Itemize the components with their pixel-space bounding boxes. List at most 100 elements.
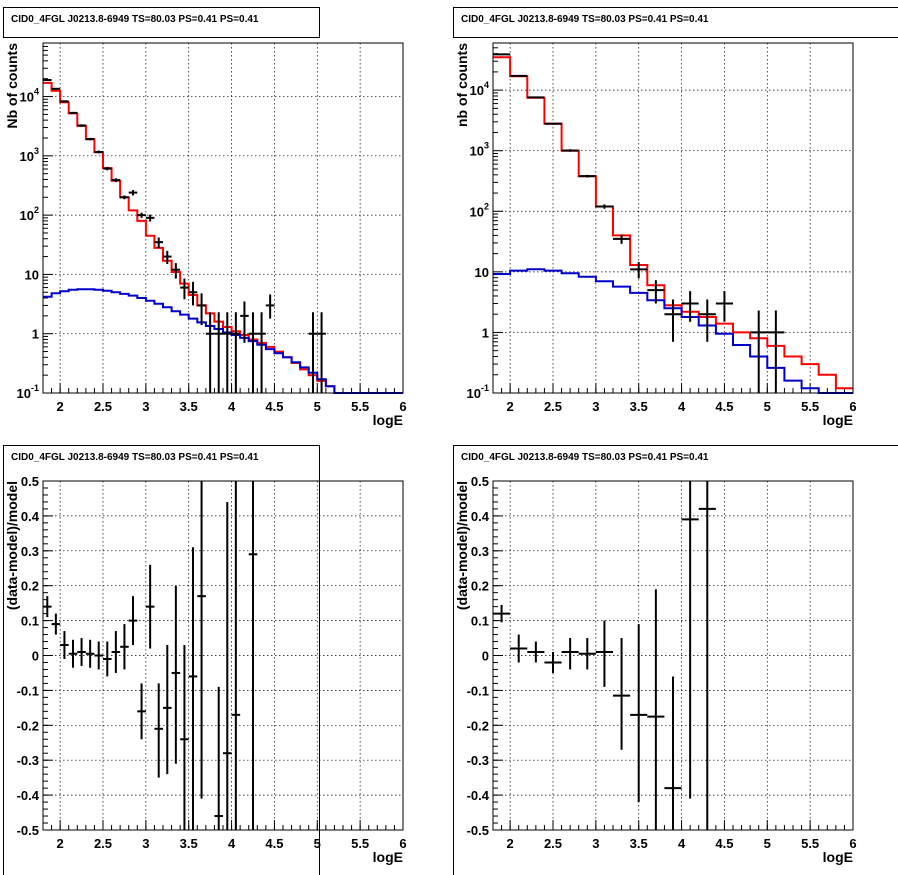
x-tick-label: 3 <box>142 836 149 851</box>
data-point <box>163 645 172 775</box>
data-point <box>43 79 52 82</box>
y-tick-exponent: 4 <box>484 80 489 90</box>
x-axis-label: logE <box>823 412 853 428</box>
title-box <box>3 7 320 38</box>
data-point <box>308 312 318 393</box>
title-box <box>453 445 898 875</box>
x-tick-label: 4.5 <box>715 399 733 414</box>
data-point <box>698 299 716 342</box>
x-tick-label: 2.5 <box>544 399 562 414</box>
x-tick-label: 6 <box>399 399 406 414</box>
data-point <box>595 620 613 687</box>
x-axis-label: logE <box>373 849 403 865</box>
data-point <box>94 641 103 670</box>
x-tick-label: 4 <box>228 836 236 851</box>
y-tick-label: 102 <box>470 201 489 219</box>
data-point <box>163 250 172 264</box>
data-point <box>128 596 138 646</box>
data-points <box>43 79 326 393</box>
data-point <box>180 645 189 830</box>
y-tick-exponent: 2 <box>484 201 489 211</box>
x-tick-label: 2 <box>57 836 64 851</box>
x-tick-label: 3.5 <box>630 836 648 851</box>
y-tick-base: 10 <box>470 144 484 159</box>
data-point <box>510 634 528 663</box>
x-tick-label: 5.5 <box>801 836 819 851</box>
y-tick-base: 10 <box>20 149 34 164</box>
data-point <box>493 53 511 56</box>
x-tick-label: 6 <box>849 399 856 414</box>
data-point <box>750 310 768 393</box>
y-axis-label: (data-model)/model <box>454 481 470 610</box>
x-tick-label: 2.5 <box>544 836 562 851</box>
x-tick-label: 2.5 <box>94 836 112 851</box>
data-point <box>223 312 232 393</box>
y-axis-label: Nb of counts <box>4 43 20 129</box>
y-tick-label: 0.3 <box>471 544 489 559</box>
y-tick-label: 1 <box>32 327 39 342</box>
data-point <box>188 281 198 306</box>
data-point <box>767 310 785 393</box>
data-point <box>60 631 69 659</box>
x-tick-label: 4.5 <box>265 399 283 414</box>
data-point <box>214 686 223 830</box>
y-tick-base: 10 <box>25 267 39 282</box>
y-tick-exponent: 4 <box>34 87 39 97</box>
x-tick-label: 5 <box>314 836 321 851</box>
data-point <box>630 624 648 803</box>
data-point <box>77 124 86 127</box>
x-tick-label: 3 <box>592 836 599 851</box>
y-tick-label: 0 <box>482 649 489 664</box>
y-tick-label: 0.2 <box>21 579 39 594</box>
y-tick-base: 10 <box>467 386 481 401</box>
data-point <box>231 312 241 393</box>
x-tick-label: 3 <box>592 399 599 414</box>
data-point <box>137 212 146 218</box>
data-point <box>240 301 249 343</box>
y-tick-base: 1 <box>32 327 39 342</box>
data-point <box>214 312 223 393</box>
data-point <box>527 641 545 663</box>
data-point <box>188 547 198 830</box>
y-tick-label: 10 <box>475 265 489 280</box>
title-box <box>453 7 898 38</box>
data-point <box>197 293 206 326</box>
data-point <box>94 150 103 154</box>
x-tick-label: 3.5 <box>180 836 198 851</box>
y-tick-exponent: 3 <box>484 141 489 151</box>
series-background-model <box>43 288 403 394</box>
y-tick-label: -0.1 <box>467 683 489 698</box>
data-point <box>681 291 699 322</box>
data-point <box>145 564 155 649</box>
data-point <box>317 312 326 393</box>
y-tick-exponent: 3 <box>34 146 39 156</box>
y-tick-label: 0.3 <box>21 544 39 559</box>
data-point <box>111 178 121 183</box>
x-tick-label: 4.5 <box>715 836 733 851</box>
panel-bottom-left-residuals: CID0_4FGL J0213.8-6949 TS=80.03 PS=0.41 … <box>3 445 407 875</box>
x-tick-label: 2 <box>507 836 514 851</box>
data-point <box>68 111 78 114</box>
y-tick-label: 0.1 <box>21 614 39 629</box>
y-tick-label: -0.2 <box>17 718 39 733</box>
data-point <box>613 234 631 244</box>
data-point <box>698 481 716 830</box>
y-tick-base: 10 <box>470 83 484 98</box>
series-background-model <box>493 268 853 394</box>
series-total-model <box>43 81 403 394</box>
y-tick-base: 10 <box>20 90 34 105</box>
y-tick-label: 0.4 <box>21 509 40 524</box>
data-point <box>647 589 665 830</box>
data-point <box>223 501 232 830</box>
y-axis-label: nb of counts <box>454 43 470 127</box>
y-tick-base: 10 <box>17 386 31 401</box>
data-point <box>68 639 78 668</box>
panel-top-right-counts: CID0_4FGL J0213.8-6949 TS=80.03 PS=0.41 … <box>453 7 898 428</box>
x-tick-label: 6 <box>849 836 856 851</box>
data-point <box>51 613 61 635</box>
data-point <box>60 100 69 103</box>
chart-title: CID0_4FGL J0213.8-6949 TS=80.03 PS=0.41 … <box>461 452 709 463</box>
x-tick-label: 6 <box>399 836 406 851</box>
data-point <box>578 174 596 178</box>
x-tick-label: 5 <box>764 399 771 414</box>
